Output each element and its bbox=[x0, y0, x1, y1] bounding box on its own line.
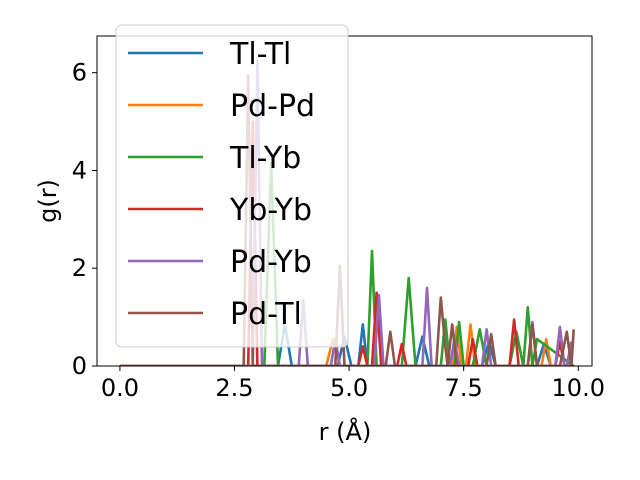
y-tick-label: 4 bbox=[72, 156, 87, 184]
x-tick-label: 5.0 bbox=[330, 374, 368, 402]
series-line-yb-yb bbox=[119, 120, 574, 366]
legend-label: Pd-Yb bbox=[230, 245, 312, 280]
y-tick-label: 0 bbox=[72, 352, 87, 380]
legend-label: Tl-Tl bbox=[229, 37, 291, 72]
x-axis-label: r (Å) bbox=[319, 417, 372, 446]
legend-label: Pd-Tl bbox=[230, 297, 302, 332]
legend-label: Yb-Yb bbox=[229, 193, 312, 228]
x-tick-label: 10.0 bbox=[552, 374, 605, 402]
series-line-tl-yb bbox=[119, 161, 575, 366]
y-axis-label: g(r) bbox=[34, 179, 62, 223]
axes-layer: 0.0 2.5 5.0 7.5 10.0 0 2 4 6 bbox=[72, 35, 605, 402]
x-tick-label: 7.5 bbox=[445, 374, 483, 402]
x-tick-label: 0.0 bbox=[101, 374, 139, 402]
x-tick-label: 2.5 bbox=[215, 374, 253, 402]
legend: Tl-Tl Pd-Pd Tl-Yb Yb-Yb Pd-Yb Pd-Tl bbox=[115, 24, 349, 348]
legend-label: Pd-Pd bbox=[230, 89, 315, 124]
y-tick-label: 6 bbox=[72, 59, 87, 87]
y-tick-label: 2 bbox=[72, 254, 87, 282]
legend-label: Tl-Yb bbox=[229, 141, 301, 176]
